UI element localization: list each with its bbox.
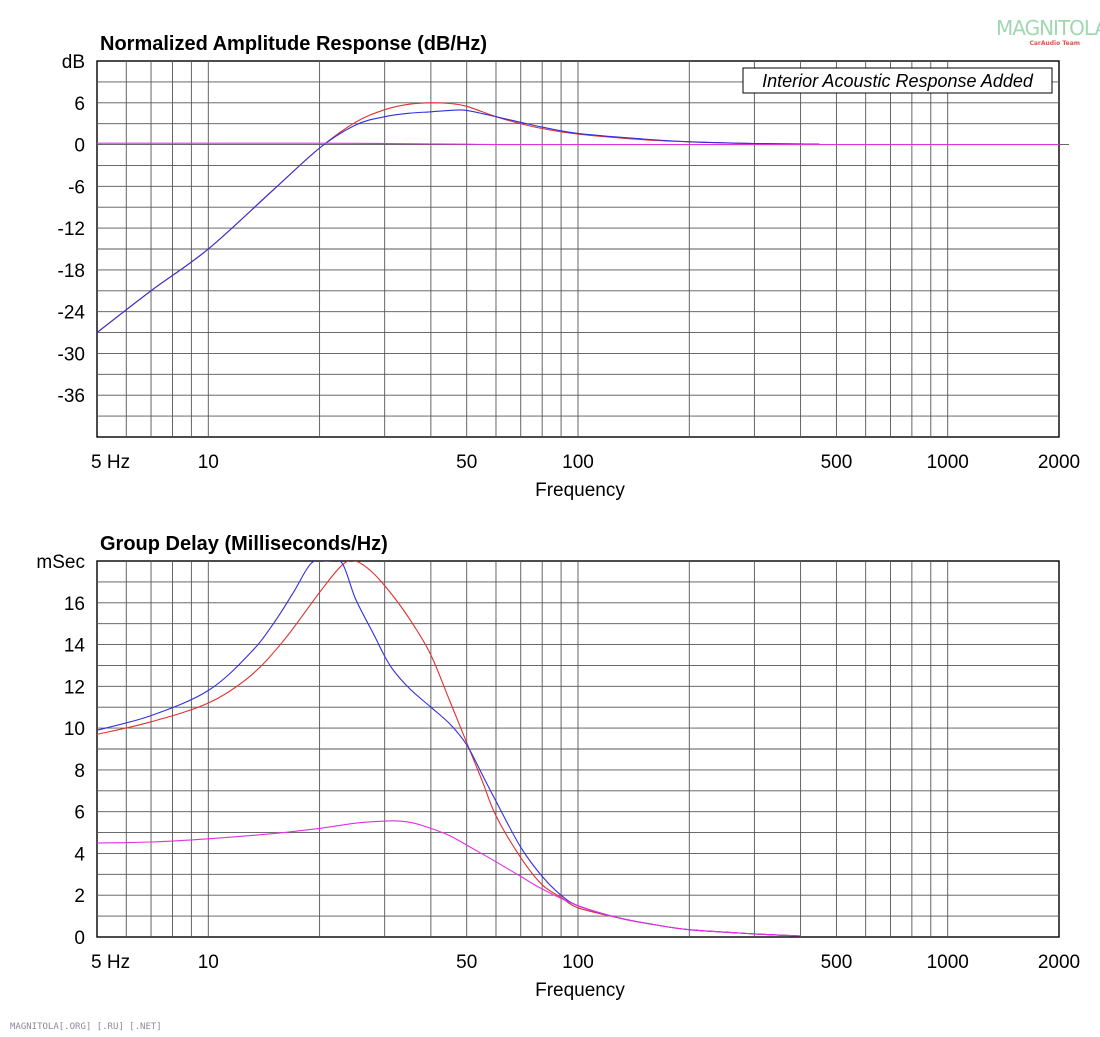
x-axis-label: Frequency [535, 480, 625, 501]
x-axis-label: Frequency [535, 980, 625, 1001]
x-tick-label: 500 [821, 952, 853, 973]
y-tick-label: 0 [74, 928, 85, 949]
annotation-box [742, 67, 1053, 94]
x-tick-label: 1000 [927, 952, 969, 973]
watermark-subtitle: CarAudio Team [1029, 40, 1080, 47]
x-tick-label: 100 [562, 452, 594, 473]
y-tick-label: -12 [58, 219, 85, 240]
watermark-brand: MAGNITOLA [996, 16, 1100, 40]
y-tick-label: 12 [64, 677, 85, 698]
y-tick-label: -36 [58, 386, 85, 407]
y-tick-label: -18 [58, 261, 85, 282]
y-tick-label: -6 [68, 177, 85, 198]
series-line-red [97, 561, 801, 937]
x-tick-label: 2000 [1038, 452, 1080, 473]
series-line-red [97, 102, 820, 334]
x-tick-label: 2000 [1038, 952, 1080, 973]
x-tick-label: 500 [821, 452, 853, 473]
y-tick-label: 16 [64, 594, 85, 615]
chart-title: Group Delay (Milliseconds/Hz) [100, 533, 388, 555]
x-tick-label: 50 [456, 452, 477, 473]
y-tick-label: mSec [36, 552, 85, 573]
series-line-blue [97, 561, 801, 937]
x-tick-label: 10 [198, 452, 219, 473]
x-tick-label: 5 Hz [91, 952, 130, 973]
series-line-magenta [97, 142, 1059, 146]
y-tick-label: 0 [74, 136, 85, 157]
chart-title: Normalized Amplitude Response (dB/Hz) [100, 33, 487, 55]
y-tick-label: 8 [74, 761, 85, 782]
series-line-blue [97, 109, 820, 334]
x-tick-label: 5 Hz [91, 452, 130, 473]
x-tick-label: 100 [562, 952, 594, 973]
y-tick-label: -30 [58, 344, 85, 365]
footer-text: MAGNITOLA[.ORG] [.RU] [.NET] [10, 1022, 162, 1032]
y-tick-label: dB [62, 52, 85, 73]
watermark-logo: MAGNITOLA CarAudio Team [996, 16, 1100, 48]
x-tick-label: 10 [198, 952, 219, 973]
x-tick-label: 50 [456, 952, 477, 973]
y-tick-label: 14 [64, 636, 86, 657]
annotation-text: Interior Acoustic Response Added [762, 71, 1034, 91]
series-line-magenta [97, 820, 801, 937]
y-tick-label: -24 [58, 303, 86, 324]
y-tick-label: 2 [74, 886, 85, 907]
y-tick-label: 6 [74, 94, 85, 115]
x-tick-label: 1000 [927, 452, 969, 473]
y-tick-label: 10 [64, 719, 85, 740]
y-tick-label: 4 [74, 844, 85, 865]
y-tick-label: 6 [74, 803, 85, 824]
